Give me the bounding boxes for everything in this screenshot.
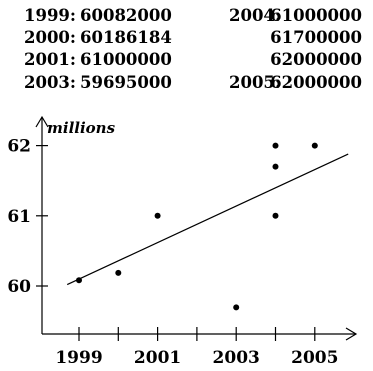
- data-value-2004-b: 61700000: [270, 28, 362, 47]
- y-ticks: 60 61 62: [7, 137, 48, 297]
- data-point: [233, 304, 240, 311]
- x-tick-label: 2001: [134, 348, 181, 368]
- data-point: [272, 163, 279, 170]
- data-value-2005: 62000000: [270, 73, 362, 92]
- y-axis-arrow-icon: [35, 115, 49, 128]
- data-point: [311, 142, 318, 149]
- y-tick-label: 62: [7, 137, 31, 157]
- data-value-1999: 60082000: [80, 6, 172, 25]
- data-points: [76, 142, 318, 311]
- data-value-2001: 61000000: [80, 50, 172, 69]
- data-table: 1999: 60082000 2000: 60186184 2001: 6100…: [24, 6, 362, 92]
- trendline-group: [66, 153, 349, 286]
- data-point: [76, 277, 82, 284]
- data-point: [154, 212, 161, 219]
- data-point: [272, 142, 279, 149]
- data-value-2000: 60186184: [80, 28, 172, 47]
- data-value-2003: 59695000: [80, 73, 172, 92]
- x-tick-label: 2005: [291, 348, 338, 368]
- y-tick-label: 61: [7, 207, 31, 227]
- axes: [35, 115, 358, 341]
- data-point: [272, 212, 279, 219]
- data-point: [115, 269, 122, 276]
- data-label-2000: 2000:: [24, 28, 76, 47]
- trendline: [66, 153, 349, 286]
- y-tick-label: 60: [7, 277, 31, 297]
- x-axis-arrow-icon: [345, 327, 358, 341]
- data-value-2004-a: 61000000: [270, 6, 362, 25]
- data-label-2001: 2001:: [24, 50, 76, 69]
- x-tick-label: 2003: [213, 348, 260, 368]
- data-value-2004-c: 62000000: [270, 50, 362, 69]
- data-label-2004: 2004:: [229, 6, 281, 25]
- data-label-1999: 1999:: [24, 6, 76, 25]
- data-label-2003: 2003:: [24, 73, 76, 92]
- x-tick-label: 1999: [55, 348, 102, 368]
- y-axis-unit-label: millions: [47, 119, 116, 137]
- data-label-2005: 2005:: [229, 73, 281, 92]
- x-ticks: 1999 2001 2003 2005: [55, 327, 338, 368]
